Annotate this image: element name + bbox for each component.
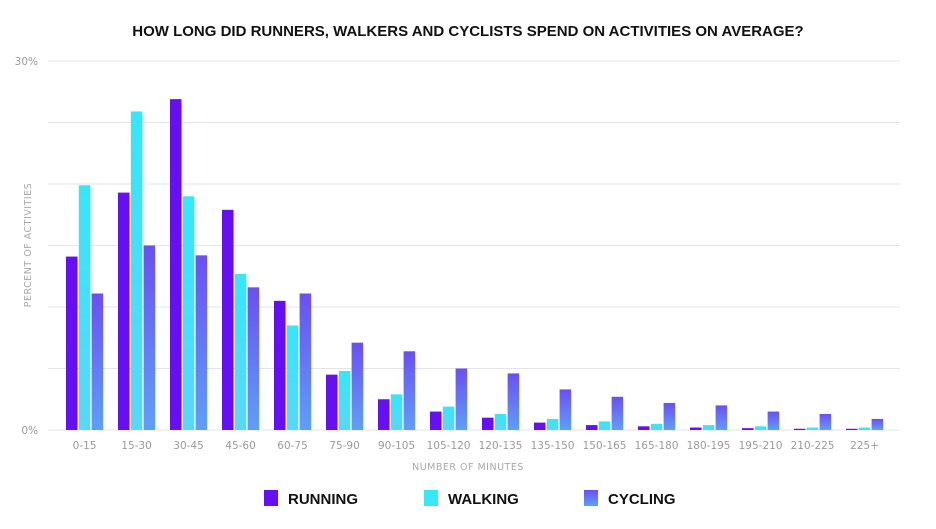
walking-bar [754,426,767,430]
x-tick-label: 0-15 [73,440,97,452]
x-tick-label: 60-75 [277,440,308,452]
cycling-bar [663,402,676,430]
running-bar [378,399,390,430]
cycling-bar [143,245,156,430]
x-tick-label: 150-165 [583,440,627,452]
running-bar [430,411,442,430]
bars [66,99,884,431]
walking-bar [442,406,455,430]
running-bar [66,256,78,430]
cycling-bar [871,418,884,430]
cycling-bar [351,342,364,430]
legend-label: RUNNING [288,491,358,508]
cycling-bar [611,396,624,430]
x-axis-label: NUMBER OF MINUTES [412,462,524,473]
x-tick-label: 120-135 [479,440,523,452]
walking-bar [806,427,819,430]
walking-bar [650,423,663,430]
y-tick-label: 0% [21,425,38,437]
running-bar [118,192,130,430]
legend-swatch [584,490,598,506]
walking-bar [494,414,507,430]
cycling-bar [247,287,260,430]
x-tick-label: 210-225 [791,440,835,452]
x-tick-label: 30-45 [173,440,204,452]
legend-item-cycling: CYCLING [584,490,676,508]
running-bar [794,428,806,430]
running-bar [534,422,546,430]
legend-item-running: RUNNING [264,490,358,508]
walking-bar [858,427,871,430]
running-bar [274,300,286,430]
walking-bar [286,325,299,430]
cycling-bar [403,351,416,430]
x-tick-label: 225+ [850,440,879,452]
walking-bar [546,418,559,430]
x-tick-label: 195-210 [739,440,783,452]
x-tick-label: 180-195 [687,440,731,452]
walking-bar [234,273,247,430]
y-axis-label: PERCENT OF ACTIVITIES [23,183,34,307]
cycling-bar [715,405,728,430]
x-tick-label: 165-180 [635,440,679,452]
running-bar [326,374,338,430]
cycling-bar [559,389,572,430]
x-tick-label: 90-105 [378,440,415,452]
legend-swatch [424,490,438,506]
running-bar [742,428,754,430]
chart-title: HOW LONG DID RUNNERS, WALKERS AND CYCLIS… [132,23,803,40]
x-tick-label: 15-30 [121,440,152,452]
y-tick-label: 30% [15,56,38,68]
cycling-bar [455,368,468,430]
cycling-bar [819,414,832,430]
walking-bar [702,425,715,430]
cycling-bar [299,293,312,430]
cycling-bar [91,293,104,430]
legend-label: WALKING [448,491,519,508]
x-tick-label: 75-90 [329,440,360,452]
running-bar [222,209,234,430]
walking-bar [390,394,403,430]
walking-bar [130,111,143,431]
running-bar [638,426,650,430]
running-bar [170,99,182,430]
walking-bar [338,370,351,430]
x-axis-ticks: 0-15 15-30 30-45 45-60 60-75 75-90 90-105 105-1… [73,440,879,452]
legend-item-walking: WALKING [424,490,519,508]
running-bar [586,425,598,430]
walking-bar [78,185,91,430]
legend-swatch [264,490,278,506]
running-bar [846,428,858,430]
cycling-bar [195,255,208,430]
legend-label: CYCLING [608,491,676,508]
y-axis-ticks: 0% 30% [15,56,38,437]
x-tick-label: 135-150 [531,440,575,452]
legend: RUNNING WALKING CYCLING [264,490,676,508]
x-tick-label: 105-120 [427,440,471,452]
walking-bar [182,196,195,430]
running-bar [690,427,702,430]
walking-bar [598,421,611,430]
running-bar [482,417,494,430]
cycling-bar [507,373,520,430]
x-tick-label: 45-60 [225,440,256,452]
cycling-bar [767,411,780,430]
